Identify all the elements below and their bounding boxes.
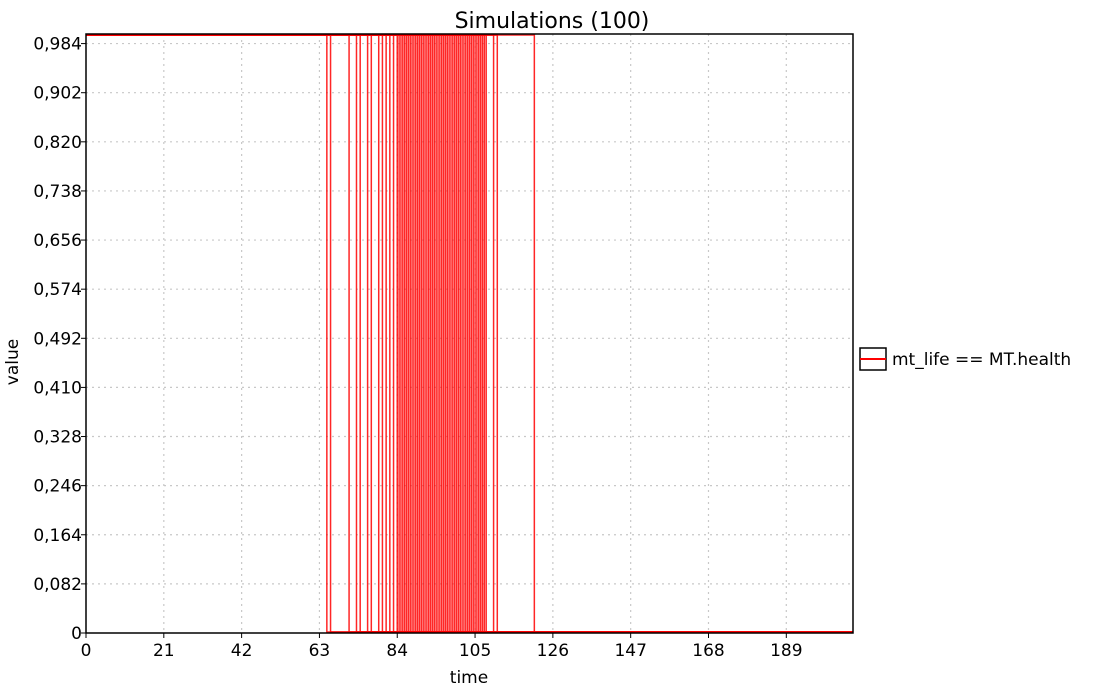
y-tick-label: 0,984 — [33, 35, 82, 55]
x-tick-label: 105 — [459, 641, 491, 661]
y-tick-label: 0,902 — [33, 84, 82, 104]
y-tick-label: 0 — [71, 624, 82, 644]
y-axis: 0 0,082 0,164 0,246 0,328 0,410 0,492 0,574 0,65… — [33, 35, 86, 644]
x-tick-label: 0 — [81, 641, 92, 661]
y-axis-label: value — [3, 339, 23, 385]
simulation-line — [86, 34, 853, 633]
y-tick-label: 0,328 — [33, 428, 82, 448]
x-tick-label: 147 — [614, 641, 646, 661]
y-tick-label: 0,738 — [33, 182, 82, 202]
x-tick-label: 126 — [537, 641, 569, 661]
legend: mt_life == MT.health — [859, 347, 1071, 371]
y-tick-label: 0,574 — [33, 280, 82, 300]
plot-frame — [85, 33, 854, 634]
x-axis: 0 21 42 63 84 105 126 147 168 189 — [81, 633, 803, 661]
simulation-line — [86, 34, 853, 633]
y-tick-label: 0,410 — [33, 378, 82, 398]
y-tick-label: 0,820 — [33, 133, 82, 153]
x-tick-label: 21 — [153, 641, 175, 661]
y-tick-label: 0,246 — [33, 477, 82, 497]
chart-title: Simulations (100) — [455, 9, 650, 34]
y-tick-label: 0,492 — [33, 329, 82, 349]
legend-label: mt_life == MT.health — [892, 350, 1071, 370]
x-tick-label: 42 — [231, 641, 253, 661]
y-tick-label: 0,082 — [33, 575, 82, 595]
x-tick-label: 84 — [386, 641, 408, 661]
x-tick-label: 63 — [309, 641, 331, 661]
y-tick-label: 0,656 — [33, 231, 82, 251]
x-tick-label: 168 — [692, 641, 724, 661]
series-lines — [86, 34, 853, 633]
x-tick-label: 189 — [770, 641, 802, 661]
x-axis-label: time — [450, 668, 488, 688]
y-tick-label: 0,164 — [33, 526, 82, 546]
